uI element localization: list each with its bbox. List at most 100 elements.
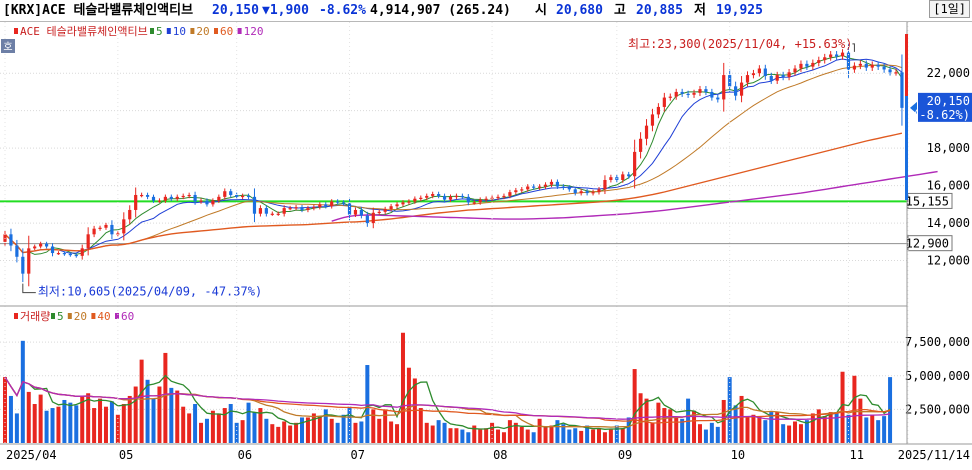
candle-body — [229, 191, 233, 195]
quote-type-button[interactable] — [1, 39, 15, 53]
candle-body — [484, 198, 488, 200]
candle-body — [330, 201, 334, 207]
candle-body — [419, 197, 423, 199]
current-price-tag-value: 20,150 — [927, 94, 970, 108]
volume-bar — [513, 422, 518, 443]
volume-bar — [175, 390, 180, 443]
volume-ma5-line — [4, 374, 891, 430]
candle-body — [692, 92, 696, 95]
candle-body — [86, 234, 90, 249]
volume-bar — [163, 352, 168, 443]
volume-bar — [26, 391, 31, 443]
candle-body — [644, 125, 649, 139]
volume-bar — [632, 369, 637, 443]
legend-label: 10 — [173, 25, 186, 38]
volume-bar — [86, 393, 91, 443]
volume-bar — [193, 404, 198, 443]
volume-bar — [50, 408, 55, 443]
volume-bar — [787, 425, 792, 443]
candle-body — [442, 195, 447, 200]
legend-label: 20 — [196, 25, 209, 38]
candle-body — [710, 91, 714, 98]
candle-body — [888, 69, 892, 73]
volume-tick-label: 2,500,000 — [905, 402, 970, 416]
volume-bar — [389, 421, 394, 443]
volume-bar — [151, 398, 156, 443]
candle-body — [98, 227, 102, 229]
volume-bar — [400, 332, 405, 443]
volume-bar — [585, 425, 590, 443]
volume-bar — [662, 408, 667, 443]
candle-body — [538, 186, 542, 188]
volume-bar — [365, 365, 370, 443]
candle-body — [573, 189, 577, 194]
candle-body — [745, 75, 750, 83]
volume-bar — [519, 426, 524, 443]
candle-body — [840, 52, 845, 57]
volume-bar — [127, 395, 132, 443]
legend-swatch — [190, 28, 195, 34]
candle-body — [341, 202, 346, 204]
volume-bar — [234, 422, 239, 443]
candle-body — [454, 195, 459, 198]
current-price-tag — [918, 92, 972, 122]
candle-body — [312, 207, 316, 209]
quote-header: [KRX]ACE 테슬라밸류체인액티브 20,150 ▼1,900 -8.62%… — [0, 0, 972, 22]
legend-swatch — [150, 28, 154, 34]
volume-bar — [733, 405, 738, 443]
price-tick-label: 12,000 — [927, 254, 970, 268]
volume-bar — [525, 429, 530, 443]
candle-body — [15, 245, 19, 257]
current-price: 20,150 — [212, 3, 259, 18]
candle-body — [264, 208, 268, 214]
candle-body — [734, 86, 738, 96]
x-tick-label: 07 — [351, 448, 365, 462]
candle-body — [823, 57, 827, 61]
reference-line-tag — [907, 192, 953, 209]
candle-body — [169, 196, 173, 199]
low-label: 저 — [694, 3, 706, 18]
low-price: 19,925 — [716, 3, 763, 18]
volume-bar — [121, 404, 126, 443]
candle-body — [591, 192, 595, 194]
candle-body — [763, 68, 767, 77]
candle-body — [520, 189, 524, 191]
candle-body — [122, 219, 126, 234]
candle-body — [621, 174, 625, 180]
volume-bar — [359, 421, 364, 443]
candle-body — [276, 213, 280, 215]
volume-bar — [810, 413, 815, 443]
candle-body — [793, 68, 797, 73]
candle-body — [431, 194, 435, 196]
candle-body — [187, 194, 191, 197]
candle-body — [638, 138, 643, 152]
legend-swatch — [166, 28, 171, 34]
candle-body — [567, 187, 571, 190]
volume-bar — [62, 399, 67, 443]
volume-bar — [341, 414, 346, 443]
ma20-line — [4, 64, 903, 254]
volume-bar — [436, 420, 441, 443]
candle-body — [543, 184, 548, 187]
candle-body — [211, 200, 215, 205]
candle-body — [401, 202, 405, 205]
price-change: ▼1,900 — [262, 3, 309, 18]
price-volume-chart[interactable]: 22,00020,00018,00016,00014,00012,00015,1… — [0, 22, 972, 466]
volume-bar — [371, 409, 376, 443]
volume-bar — [608, 429, 613, 443]
volume-bar — [442, 422, 447, 443]
volume-bar — [210, 410, 215, 443]
candle-body — [466, 196, 470, 203]
volume-bar — [858, 398, 863, 443]
candle-body — [56, 253, 61, 255]
candle-body — [502, 195, 506, 198]
candle-body — [835, 54, 839, 57]
volume-bar — [181, 406, 186, 443]
candle-body — [627, 174, 631, 177]
volume-bar — [579, 430, 584, 443]
volume-bar — [834, 413, 839, 443]
period-button[interactable]: [1일] — [929, 0, 970, 18]
volume-bar — [454, 428, 459, 443]
volume-bar — [258, 408, 263, 443]
volume-ma60-line — [4, 376, 891, 420]
